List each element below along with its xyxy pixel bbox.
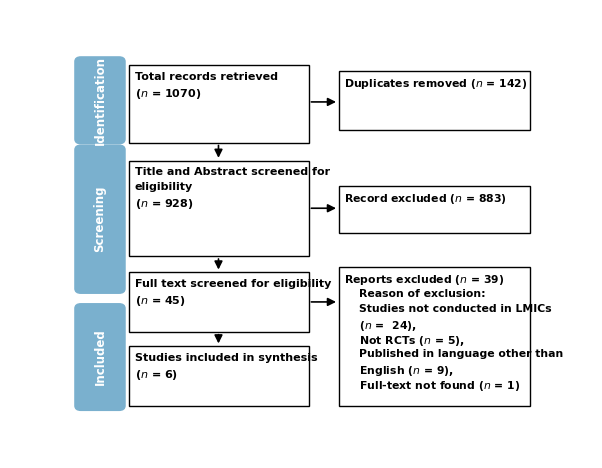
Text: Total records retrieved: Total records retrieved [134, 72, 278, 81]
Text: ($n$ = 928): ($n$ = 928) [134, 197, 193, 212]
FancyBboxPatch shape [75, 146, 125, 293]
Text: Studies included in synthesis: Studies included in synthesis [134, 353, 317, 363]
Text: Reports excluded ($n$ = 39): Reports excluded ($n$ = 39) [344, 273, 505, 287]
Text: English ($n$ = 9),: English ($n$ = 9), [344, 364, 454, 378]
Text: Not RCTs ($n$ = 5),: Not RCTs ($n$ = 5), [344, 334, 465, 348]
FancyBboxPatch shape [75, 57, 125, 143]
FancyBboxPatch shape [75, 304, 125, 410]
FancyBboxPatch shape [129, 65, 309, 143]
Text: Screening: Screening [93, 186, 107, 252]
FancyBboxPatch shape [129, 161, 309, 256]
FancyBboxPatch shape [129, 346, 309, 406]
Text: Identification: Identification [93, 56, 107, 145]
FancyBboxPatch shape [129, 272, 309, 332]
FancyBboxPatch shape [339, 71, 530, 130]
Text: Full text screened for eligibility: Full text screened for eligibility [134, 279, 331, 289]
Text: ($n$ = 45): ($n$ = 45) [134, 294, 185, 308]
FancyBboxPatch shape [339, 267, 530, 406]
Text: ($n$ = 6): ($n$ = 6) [134, 368, 178, 382]
Text: Studies not conducted in LMICs: Studies not conducted in LMICs [344, 304, 552, 314]
FancyBboxPatch shape [339, 186, 530, 233]
Text: ($n$ =  24),: ($n$ = 24), [344, 319, 417, 333]
Text: Record excluded ($n$ = 883): Record excluded ($n$ = 883) [344, 192, 507, 206]
Text: Title and Abstract screened for: Title and Abstract screened for [134, 167, 330, 177]
Text: ($n$ = 1070): ($n$ = 1070) [134, 87, 201, 101]
Text: Included: Included [93, 329, 107, 386]
Text: eligibility: eligibility [134, 183, 193, 192]
Text: Published in language other than: Published in language other than [344, 349, 563, 359]
Text: Duplicates removed ($n$ = 142): Duplicates removed ($n$ = 142) [344, 77, 528, 91]
Text: Reason of exclusion:: Reason of exclusion: [344, 289, 486, 299]
Text: Full-text not found ($n$ = 1): Full-text not found ($n$ = 1) [344, 380, 521, 394]
